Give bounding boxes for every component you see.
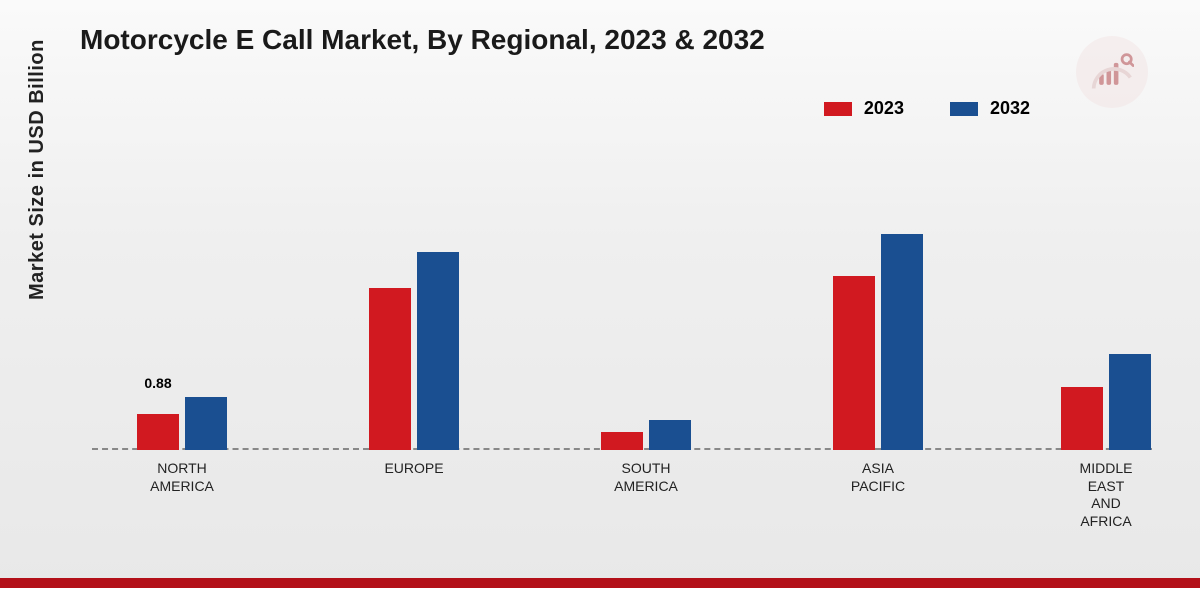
brand-logo-icon — [1076, 36, 1148, 108]
x-label-mea: MIDDLE EAST AND AFRICA — [1080, 460, 1133, 530]
footer-accent-bar — [0, 578, 1200, 600]
bar-group-ap — [833, 234, 923, 450]
y-axis-label: Market Size in USD Billion — [26, 39, 49, 300]
legend-label-2032: 2032 — [990, 98, 1030, 119]
legend: 2023 2032 — [824, 98, 1030, 119]
x-label-eu: EUROPE — [384, 460, 443, 478]
page-title: Motorcycle E Call Market, By Regional, 2… — [80, 24, 765, 56]
bar-2023-eu — [369, 288, 411, 450]
bar-2023-sa — [601, 432, 643, 450]
legend-swatch-2023 — [824, 102, 852, 116]
bar-group-eu — [369, 252, 459, 450]
legend-swatch-2032 — [950, 102, 978, 116]
bar-2032-eu — [417, 252, 459, 450]
bar-2032-na — [185, 397, 227, 450]
bar-2023-ap — [833, 276, 875, 450]
bar-2032-sa — [649, 420, 691, 450]
bar-group-sa — [601, 420, 691, 450]
plot-area: 0.88 — [92, 150, 1152, 450]
legend-item-2032: 2032 — [950, 98, 1030, 119]
legend-item-2023: 2023 — [824, 98, 904, 119]
bar-2023-na — [137, 414, 179, 450]
bar-2032-ap — [881, 234, 923, 450]
legend-label-2023: 2023 — [864, 98, 904, 119]
bar-group-mea — [1061, 354, 1151, 450]
value-label-na: 0.88 — [144, 375, 171, 391]
bar-group-na — [137, 397, 227, 450]
bar-2032-mea — [1109, 354, 1151, 450]
x-label-ap: ASIA PACIFIC — [851, 460, 905, 495]
bar-2023-mea — [1061, 387, 1103, 450]
x-label-sa: SOUTH AMERICA — [614, 460, 678, 495]
x-label-na: NORTH AMERICA — [150, 460, 214, 495]
chart-page: Motorcycle E Call Market, By Regional, 2… — [0, 0, 1200, 600]
